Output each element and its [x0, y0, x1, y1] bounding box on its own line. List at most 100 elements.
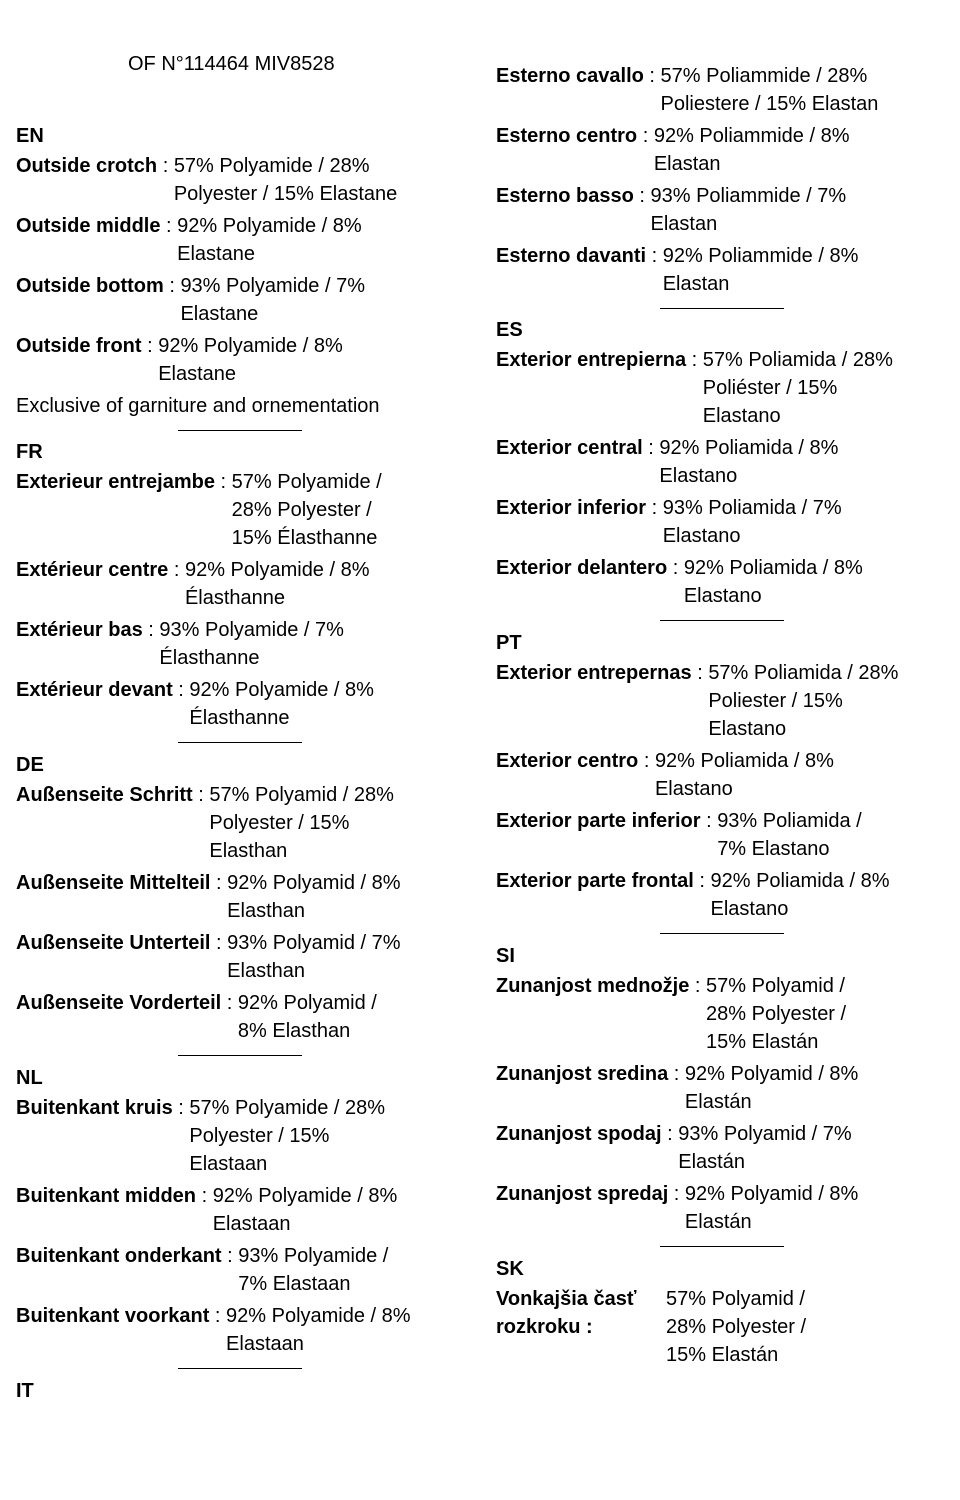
entry-separator: : [209, 1305, 227, 1327]
entry-label: Exterior inferior [496, 497, 647, 519]
section-sk: SK Vonkajšia časť rozkroku : 57% Polyamid… [496, 1255, 936, 1369]
entry-separator: : [633, 185, 651, 207]
entry-value: 92% Poliammide / 8% Elastan [662, 245, 859, 295]
section-si: SI Zunanjost mednožje : 57% Polyamid / 2… [496, 942, 936, 1247]
entry-separator: : [172, 1097, 190, 1119]
section-divider [660, 308, 784, 309]
composition-entry: Exterior parte frontal : 92% Poliamida /… [496, 867, 936, 923]
composition-entry: Außenseite Schritt : 57% Polyamid / 28% … [16, 781, 456, 865]
entry-value: 93% Polyamide / 7% Elastaan [238, 1245, 389, 1295]
entry-separator: : [141, 335, 159, 357]
section-divider [660, 620, 784, 621]
entry-separator: : [693, 870, 711, 892]
language-code-nl: NL [16, 1067, 43, 1089]
entry-separator: : [221, 1245, 239, 1267]
composition-entry: Außenseite Mittelteil : 92% Polyamid / 8… [16, 869, 456, 925]
language-code-de: DE [16, 754, 44, 776]
section-divider [178, 430, 302, 431]
composition-entry: Zunanjost sredina : 92% Polyamid / 8% El… [496, 1060, 936, 1116]
entry-separator: : [221, 992, 238, 1014]
entry-separator: : [691, 662, 709, 684]
entry-label: Exterieur entrejambe [16, 471, 215, 493]
entry-label: Exterior delantero [496, 557, 668, 579]
section-de: DE Außenseite Schritt : 57% Polyamid / 2… [16, 751, 456, 1056]
composition-entry: Zunanjost spredaj : 92% Polyamid / 8% El… [496, 1180, 936, 1236]
composition-entry: Esterno centro : 92% Poliammide / 8% Ela… [496, 122, 936, 178]
entry-label: Buitenkant kruis [16, 1097, 173, 1119]
entry-value: 93% Polyamide / 7% Elastane [180, 275, 365, 325]
composition-entry: Buitenkant onderkant : 93% Polyamide / 7… [16, 1242, 456, 1298]
composition-entry: Outside crotch : 57% Polyamide / 28% Pol… [16, 152, 456, 208]
entry-value: 93% Poliamida / 7% Elastano [717, 810, 862, 860]
entry-value: 57% Polyamide / 28% Polyester / 15% Élas… [231, 471, 382, 549]
language-code-fr: FR [16, 441, 43, 463]
composition-entry: Exterieur entrejambe : 57% Polyamide / 2… [16, 468, 456, 552]
composition-entry: Esterno davanti : 92% Poliammide / 8% El… [496, 242, 936, 298]
section-it: Esterno cavallo : 57% Poliammide / 28% P… [496, 62, 936, 309]
section-divider [660, 1246, 784, 1247]
language-code-es: ES [496, 319, 523, 341]
entry-separator: : [689, 975, 707, 997]
entry-value: 93% Poliammide / 7% Elastan [650, 185, 847, 235]
entry-value: 92% Poliamida / 8% Elastano [710, 870, 890, 920]
entry-separator: : [700, 810, 718, 832]
entry-separator: : [642, 437, 660, 459]
entry-label: Zunanjost sredina [496, 1063, 669, 1085]
entry-separator: : [210, 872, 228, 894]
entry-separator: : [638, 750, 655, 772]
entry-value: 93% Polyamid / 7% Elastán [678, 1123, 852, 1173]
section-divider [178, 1368, 302, 1369]
composition-entry: Exterior inferior : 93% Poliamida / 7% E… [496, 494, 936, 550]
exclusion-note: Exclusive of garniture and ornementation [16, 395, 380, 417]
section-divider [178, 742, 302, 743]
entry-separator: : [686, 349, 703, 371]
entry-label: Outside crotch [16, 155, 158, 177]
composition-entry: Exterior parte inferior : 93% Poliamida … [496, 807, 936, 863]
entry-label: Extérieur centre [16, 559, 169, 581]
composition-entry: Outside front : 92% Polyamide / 8% Elast… [16, 332, 456, 388]
entry-separator: : [160, 215, 178, 237]
composition-entry: Esterno cavallo : 57% Poliammide / 28% P… [496, 62, 936, 118]
entry-separator: : [646, 497, 663, 519]
entry-value: 57% Polyamid / 28% Polyester / 15% Elast… [706, 975, 847, 1053]
entry-value: 57% Polyamid / 28% Polyester / 15% Elast… [666, 1288, 807, 1366]
entry-separator: : [192, 784, 210, 806]
section-en: EN Outside crotch : 57% Polyamide / 28% … [16, 122, 456, 431]
entry-label: Exterior central [496, 437, 643, 459]
entry-separator: : [661, 1123, 679, 1145]
entry-label: Außenseite Mittelteil [16, 872, 211, 894]
entry-value: 93% Poliamida / 7% Elastano [662, 497, 842, 547]
section-pt: PT Exterior entrepernas : 57% Poliamida … [496, 629, 936, 934]
language-code-en: EN [16, 125, 44, 147]
entry-separator: : [210, 932, 228, 954]
section-divider [660, 933, 784, 934]
entry-label: Buitenkant onderkant [16, 1245, 222, 1267]
composition-entry: Extérieur devant : 92% Polyamide / 8% Él… [16, 676, 456, 732]
entry-value: 57% Polyamide / 28% Polyester / 15% Elas… [173, 155, 398, 205]
entry-value: 57% Poliammide / 28% Poliestere / 15% El… [660, 65, 879, 115]
entry-value: 57% Poliamida / 28% Poliester / 15% Elas… [708, 662, 899, 740]
entry-separator: : [643, 65, 661, 87]
entry-label: Exterior parte frontal [496, 870, 694, 892]
entry-label: Outside front [16, 335, 142, 357]
entry-label: Outside middle [16, 215, 161, 237]
entry-label: Exterior entrepierna [496, 349, 687, 371]
composition-entry: Exterior entrepernas : 57% Poliamida / 2… [496, 659, 936, 743]
entry-label: Außenseite Schritt [16, 784, 193, 806]
language-code-sk: SK [496, 1258, 524, 1280]
entry-value: 92% Polyamide / 8% Elastane [158, 335, 343, 385]
entry-value: 92% Polyamid / 8% Elasthan [237, 992, 377, 1042]
entry-separator: : [668, 1063, 685, 1085]
composition-entry: Outside bottom : 93% Polyamide / 7% Elas… [16, 272, 456, 328]
entry-label: Vonkajšia časť rozkroku : [496, 1288, 637, 1338]
entry-separator: : [646, 245, 663, 267]
entry-label: Buitenkant midden [16, 1185, 197, 1207]
entry-label: Esterno cavallo [496, 65, 644, 87]
entry-separator: : [168, 559, 185, 581]
entry-value: 57% Poliamida / 28% Poliéster / 15% Elas… [702, 349, 893, 427]
entry-value: 92% Poliammide / 8% Elastan [653, 125, 850, 175]
composition-entry: Esterno basso : 93% Poliammide / 7% Elas… [496, 182, 936, 238]
entry-separator: : [214, 471, 232, 493]
composition-entry: Zunanjost mednožje : 57% Polyamid / 28% … [496, 972, 936, 1056]
composition-entry: Exterior central : 92% Poliamida / 8% El… [496, 434, 936, 490]
